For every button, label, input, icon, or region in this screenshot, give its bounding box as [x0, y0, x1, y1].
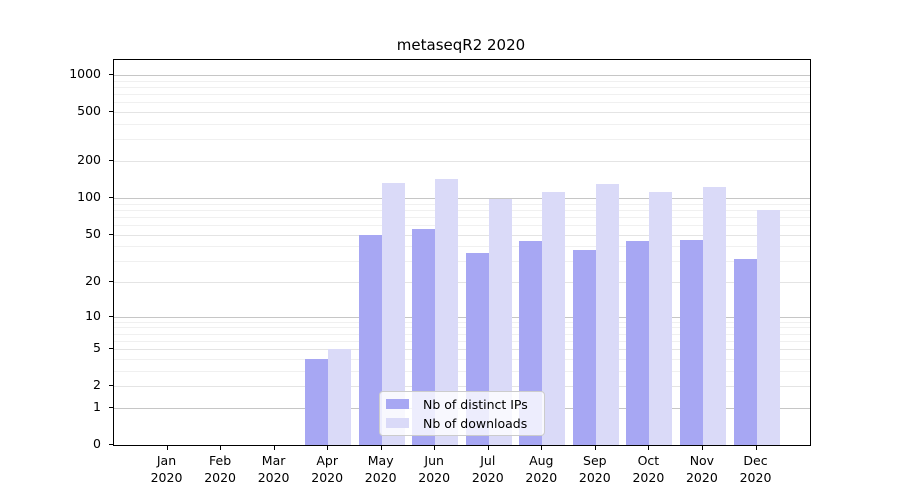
y-tick-mark [109, 385, 113, 387]
gridline [114, 386, 810, 388]
y-tick-label: 5 [93, 340, 101, 356]
gridline [114, 161, 810, 162]
gridline [114, 75, 810, 77]
gridline [114, 370, 810, 372]
legend-label-downloads: Nb of downloads [423, 415, 528, 431]
bar-downloads-aug [542, 192, 566, 445]
gridline [114, 321, 810, 323]
gridline [114, 358, 810, 360]
bar-downloads-may [381, 183, 405, 445]
x-tick-mark [166, 446, 168, 450]
y-tick-label: 200 [77, 152, 101, 167]
legend-swatch-downloads [386, 418, 409, 428]
y-tick-mark [109, 233, 113, 235]
y-tick-label: 500 [77, 103, 101, 119]
x-tick-label-dec: Dec 2020 [739, 453, 772, 485]
gridline [114, 203, 810, 205]
x-tick-label-aug: Aug 2020 [525, 453, 558, 485]
bar-distinct-ips-dec [733, 259, 757, 445]
gridline [114, 124, 810, 125]
x-tick-mark [541, 446, 543, 450]
y-tick-mark [109, 444, 113, 445]
x-tick-mark [487, 446, 489, 450]
x-tick-mark [434, 446, 436, 450]
bar-distinct-ips-nov [679, 240, 703, 445]
y-tick-label: 2 [93, 377, 101, 393]
x-tick-mark [594, 446, 596, 450]
x-tick-mark [701, 446, 703, 450]
y-tick-label: 1000 [69, 66, 101, 82]
x-tick-label-jan: Jan 2020 [150, 453, 183, 485]
legend-label-distinct-ips: Nb of distinct IPs [423, 396, 528, 412]
x-tick-label-may: May 2020 [364, 453, 397, 485]
gridline [114, 327, 810, 329]
y-tick-mark [109, 348, 113, 350]
x-tick-label-apr: Apr 2020 [311, 453, 344, 485]
y-tick-label: 1 [93, 398, 101, 414]
gridline [114, 197, 810, 199]
y-tick-label: 50 [85, 225, 101, 241]
x-tick-mark [327, 446, 329, 450]
y-tick-mark [109, 281, 113, 282]
gridline [114, 80, 810, 82]
x-tick-mark [648, 446, 650, 450]
bar-downloads-apr [328, 349, 352, 445]
gridline [114, 216, 810, 218]
bar-distinct-ips-apr [305, 358, 329, 445]
bar-downloads-jun [435, 178, 459, 445]
gridline [114, 112, 810, 114]
gridline [114, 139, 810, 141]
gridline [114, 349, 810, 351]
y-tick-label: 0 [93, 436, 101, 451]
y-tick-mark [109, 406, 113, 408]
bar-downloads-oct [649, 192, 673, 445]
y-tick-mark [109, 196, 113, 198]
y-tick-mark [109, 160, 113, 161]
legend-item-distinct-ips: Nb of distinct IPs [386, 397, 536, 412]
gridline [114, 340, 810, 342]
x-tick-label-jul: Jul 2020 [471, 453, 504, 485]
y-tick-label: 10 [85, 307, 101, 323]
x-tick-mark [220, 446, 222, 450]
gridline [114, 333, 810, 335]
y-tick-mark [109, 74, 113, 76]
x-tick-mark [380, 446, 382, 450]
gridline [114, 282, 810, 283]
gridline [114, 102, 810, 104]
chart-title: metaseqR2 2020 [396, 36, 526, 54]
legend: Nb of distinct IPs Nb of downloads [379, 391, 545, 436]
bar-distinct-ips-sep [572, 250, 596, 445]
bar-downloads-nov [702, 186, 726, 445]
gridline [114, 209, 810, 211]
legend-swatch-distinct-ips [386, 399, 409, 409]
gridline [114, 234, 810, 236]
gridline [114, 224, 810, 226]
bar-distinct-ips-oct [626, 241, 650, 445]
gridline [114, 87, 810, 88]
gridline [114, 246, 810, 248]
gridline [114, 261, 810, 263]
x-tick-label-mar: Mar 2020 [257, 453, 290, 485]
bar-downloads-dec [756, 209, 780, 445]
y-tick-label: 20 [85, 273, 101, 288]
bar-distinct-ips-may [358, 234, 382, 445]
x-tick-label-jun: Jun 2020 [418, 453, 451, 485]
y-tick-label: 100 [77, 188, 101, 204]
y-tick-mark [109, 111, 113, 113]
x-tick-label-sep: Sep 2020 [578, 453, 611, 485]
gridline [114, 94, 810, 96]
gridline [114, 316, 810, 318]
bar-downloads-jul [488, 198, 512, 445]
legend-item-downloads: Nb of downloads [386, 416, 536, 431]
x-tick-mark [755, 446, 757, 450]
x-tick-label-feb: Feb 2020 [204, 453, 236, 485]
x-tick-mark [273, 446, 275, 450]
plot-area [113, 59, 811, 446]
bar-distinct-ips-jun [412, 228, 436, 445]
bar-downloads-sep [595, 183, 619, 445]
x-tick-label-oct: Oct 2020 [632, 453, 665, 485]
x-tick-label-nov: Nov 2020 [685, 453, 718, 485]
y-tick-mark [109, 315, 113, 317]
